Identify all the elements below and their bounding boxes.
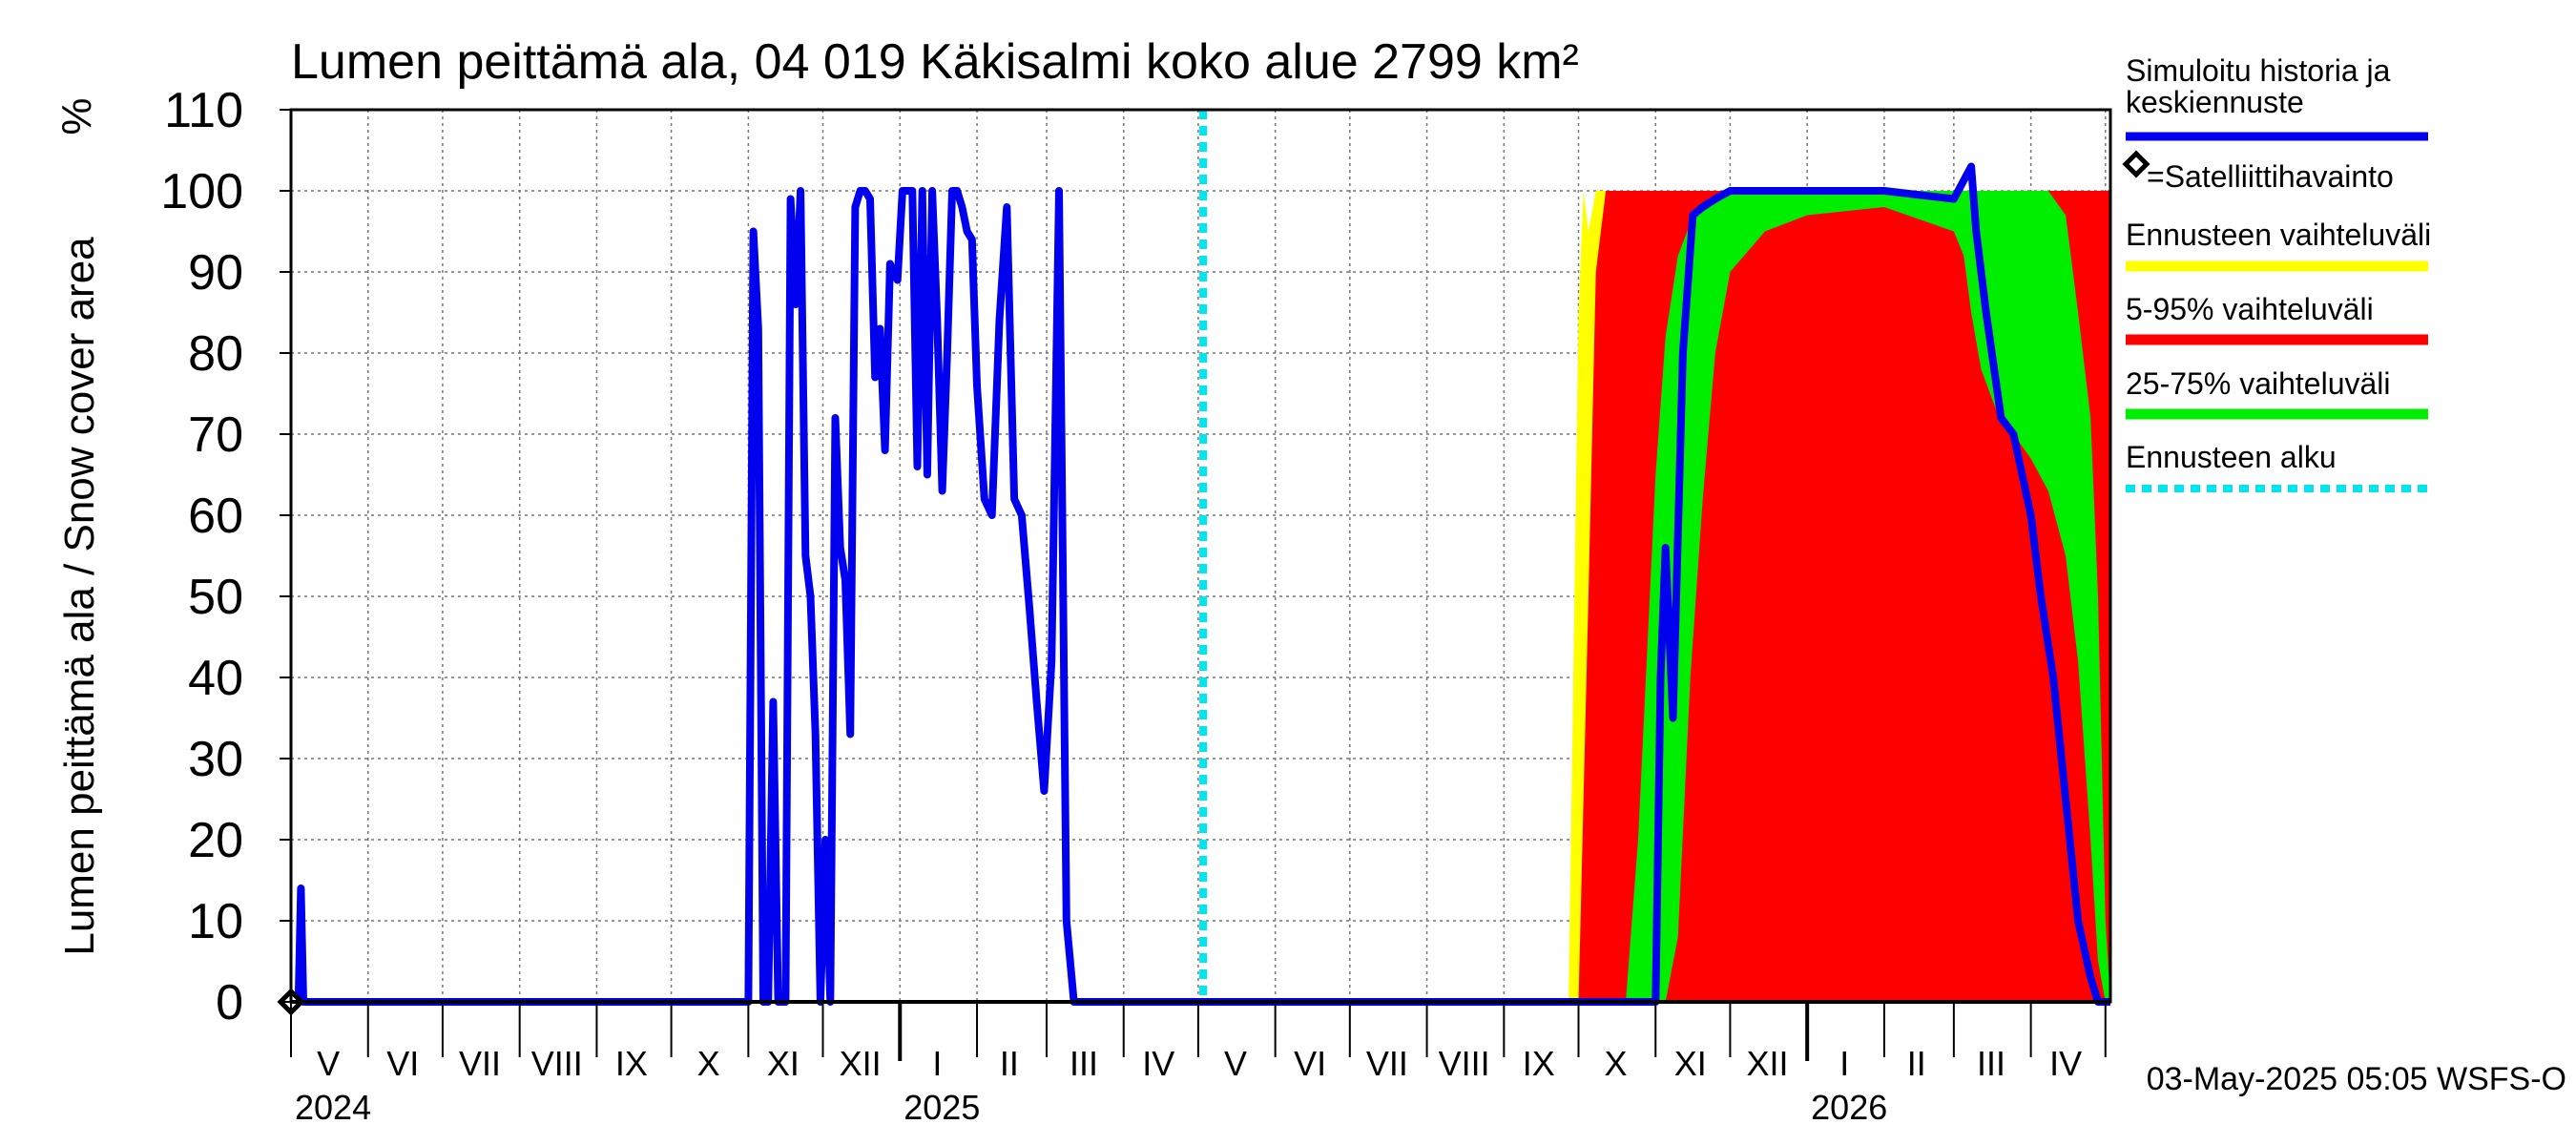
month-label: XII: [840, 1044, 882, 1083]
month-label: X: [1605, 1044, 1628, 1083]
y-tick-label: 20: [188, 813, 243, 868]
month-label: XII: [1746, 1044, 1788, 1083]
y-unit-label: %: [53, 97, 100, 135]
chart-title: Lumen peittämä ala, 04 019 Käkisalmi kok…: [291, 34, 1579, 90]
month-label: I: [932, 1044, 942, 1083]
year-label: 2024: [295, 1088, 371, 1127]
y-tick-label: 10: [188, 894, 243, 949]
month-label: VIII: [1439, 1044, 1490, 1083]
month-label: I: [1839, 1044, 1849, 1083]
month-label: V: [1224, 1044, 1247, 1083]
legend-label-median: Simuloitu historia ja: [2126, 53, 2391, 88]
month-label: VII: [459, 1044, 501, 1083]
month-label: VIII: [531, 1044, 583, 1083]
month-label: III: [1977, 1044, 2005, 1083]
month-label: II: [1000, 1044, 1019, 1083]
y-tick-label: 50: [188, 570, 243, 625]
y-tick-label: 90: [188, 245, 243, 301]
y-tick-label: 110: [164, 83, 243, 138]
y-axis-label: Lumen peittämä ala / Snow cover area: [56, 237, 103, 956]
month-label: II: [1907, 1044, 1926, 1083]
month-label: VII: [1366, 1044, 1408, 1083]
y-tick-label: 100: [160, 164, 243, 219]
footer-timestamp: 03-May-2025 05:05 WSFS-O: [2147, 1061, 2566, 1097]
legend-swatch-observation: [2122, 150, 2150, 178]
month-label: VI: [386, 1044, 419, 1083]
legend-label-green-band: 25-75% vaihteluväli: [2126, 366, 2391, 401]
y-tick-label: 0: [216, 975, 243, 1030]
year-label: 2026: [1811, 1088, 1887, 1127]
axes: [280, 108, 2112, 1061]
y-tick-label: 30: [188, 732, 243, 787]
month-label: IX: [615, 1044, 648, 1083]
y-tick-label: 40: [188, 651, 243, 706]
legend-label-observation: =Satelliittihavainto: [2147, 159, 2394, 194]
month-label: III: [1070, 1044, 1098, 1083]
y-tick-label: 80: [188, 326, 243, 382]
month-label: IX: [1523, 1044, 1555, 1083]
y-tick-label: 60: [188, 489, 243, 544]
month-label: V: [317, 1044, 340, 1083]
legend-label-yellow-band: Ennusteen vaihteluväli: [2126, 218, 2431, 252]
forecast-bands: [1568, 191, 2110, 1002]
month-label: IV: [1142, 1044, 1174, 1083]
month-label: XI: [1674, 1044, 1707, 1083]
band-25-75-vaihteluv-li: [1626, 191, 2110, 1002]
legend-label-forecast-start: Ennusteen alku: [2126, 440, 2337, 474]
month-label: XI: [767, 1044, 800, 1083]
legend-label-red-band: 5-95% vaihteluväli: [2126, 292, 2374, 326]
legend-label-median-cont: keskiennuste: [2126, 85, 2304, 119]
month-label: X: [697, 1044, 720, 1083]
series-line-median: [291, 162, 2110, 1006]
month-label: IV: [2049, 1044, 2082, 1083]
year-label: 2025: [904, 1088, 980, 1127]
y-tick-label: 70: [188, 407, 243, 463]
month-label: VI: [1294, 1044, 1326, 1083]
